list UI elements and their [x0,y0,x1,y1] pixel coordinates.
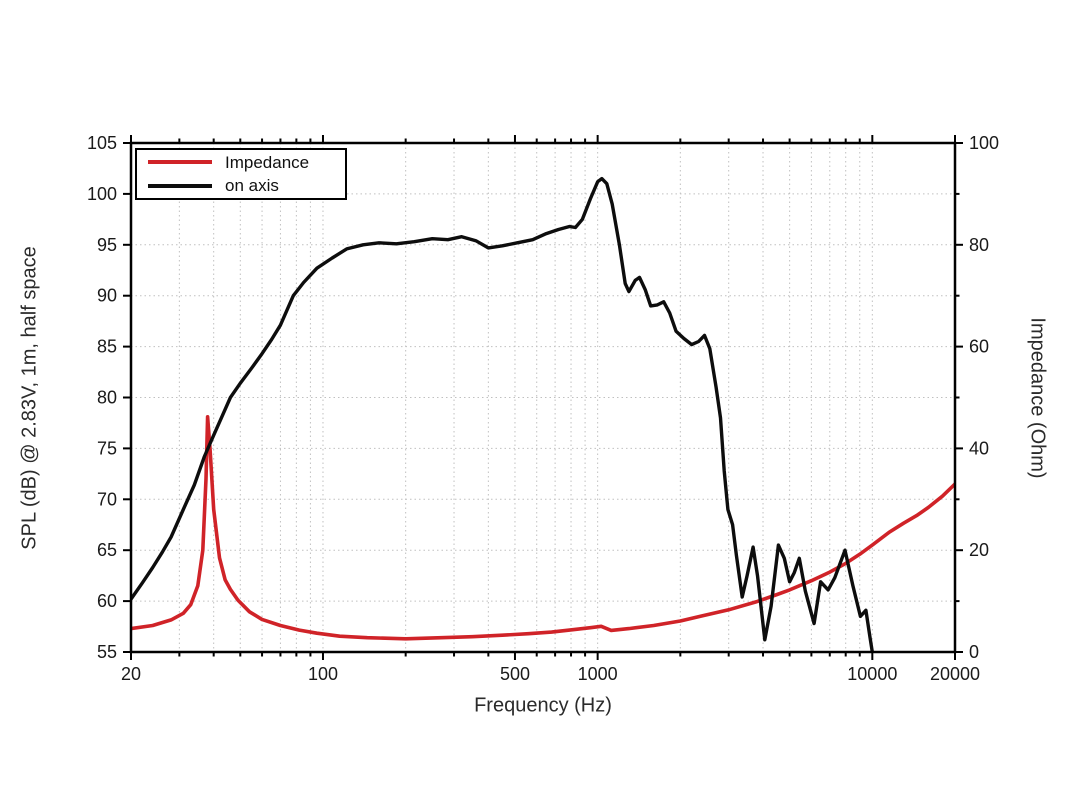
left-y-tick-label: 65 [97,540,117,560]
gridlines [131,143,955,652]
curve-impedance [131,415,955,641]
right-y-tick-label: 40 [969,438,989,458]
left-y-tick-label: 80 [97,388,117,408]
x-tick-label: 1000 [578,664,618,684]
right-y-tick-label: 100 [969,133,999,153]
legend-label-on-axis: on axis [225,176,279,196]
on-axis-line-swatch [148,183,212,188]
x-tick-label: 500 [500,664,530,684]
legend-label-impedance: Impedance [225,152,310,172]
x-tick-label: 10000 [847,664,897,684]
right-y-axis-label: Impedance (Ohm) [1026,317,1049,479]
left-y-tick-label: 60 [97,591,117,611]
right-y-tick-label: 60 [969,337,989,357]
right-y-tick-label: 20 [969,540,989,560]
left-y-tick-label: 90 [97,286,117,306]
axis-ticks [123,135,963,660]
legend-item-impedance: Impedance [137,151,345,173]
x-axis-label: Frequency (Hz) [474,694,612,717]
right-y-tick-label: 0 [969,642,979,662]
legend-item-on-axis: on axis [137,175,345,197]
x-tick-label: 100 [308,664,338,684]
left-y-tick-label: 105 [87,133,117,153]
impedance-line-swatch [148,160,212,165]
left-y-tick-label: 70 [97,489,117,509]
x-tick-label: 20 [121,664,141,684]
left-y-tick-label: 100 [87,184,117,204]
left-y-tick-label: 75 [97,438,117,458]
legend: Impedance on axis [135,148,347,200]
right-y-tick-label: 80 [969,235,989,255]
left-y-tick-label: 55 [97,642,117,662]
plot-frame [129,141,957,654]
x-tick-label: 20000 [930,664,980,684]
left-y-tick-label: 95 [97,235,117,255]
left-y-tick-label: 85 [97,337,117,357]
curve-on-axis [131,176,875,652]
left-y-axis-label: SPL (dB) @ 2.83V, 1m, half space [18,246,41,550]
